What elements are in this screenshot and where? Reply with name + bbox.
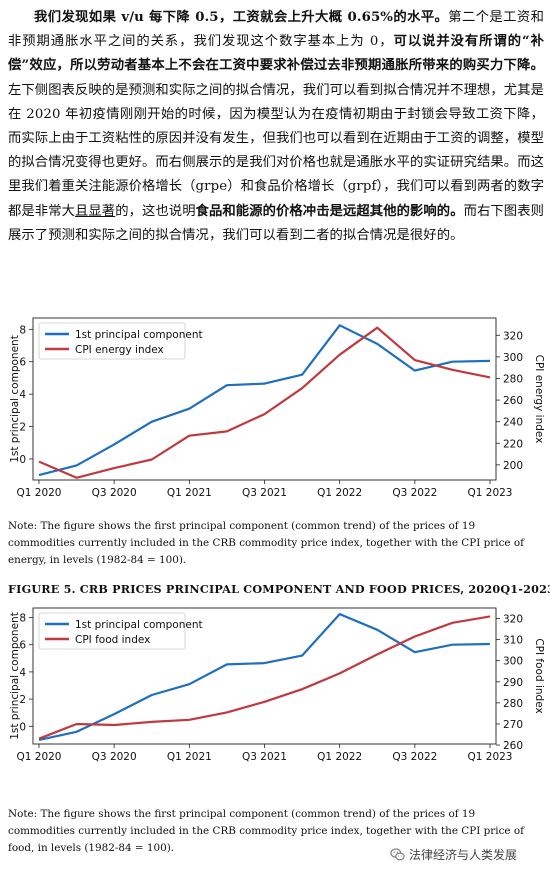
x-tick-label: Q3 2021 (242, 487, 287, 499)
x-tick-label: Q3 2021 (242, 751, 287, 763)
series-line-1 (38, 615, 491, 740)
y2-tick-label: 320 (503, 330, 523, 342)
y2-tick-label: 290 (503, 677, 523, 689)
paragraph-segment: 第二个是工资和非预期通胀水平之间的关系，我们发现这个数字基本上为 0， (8, 10, 544, 50)
paragraph-segment: 而右下图表则展示了预测和实际之间的拟合情况，我们可以看到二者的拟合情况是很好的。 (8, 203, 545, 243)
y2-tick-label: 270 (503, 719, 523, 731)
y2-tick-label: 300 (503, 352, 523, 364)
x-tick-label: Q3 2022 (392, 751, 437, 763)
x-tick-label: Q1 2021 (167, 751, 212, 763)
legend-box (38, 322, 186, 360)
x-tick-label: Q1 2021 (167, 487, 212, 499)
y2-tick-label: 200 (503, 460, 523, 472)
figure-note-food: Note: The figure shows the first princip… (8, 808, 524, 854)
x-tick-label: Q1 2023 (467, 487, 512, 499)
y-tick-label: 8 (19, 324, 26, 336)
legend-box (38, 612, 186, 650)
x-tick-label: Q1 2022 (317, 487, 362, 499)
legend-label: CPI energy index (75, 344, 164, 356)
x-tick-label: Q1 2022 (317, 751, 362, 763)
series-line-1 (38, 326, 491, 479)
y2-tick-label: 260 (503, 395, 523, 407)
y-tick-label: 0 (19, 721, 26, 733)
y-tick-label: 6 (19, 357, 26, 369)
legend-label: CPI food index (75, 634, 150, 646)
x-tick-label: Q1 2020 (16, 487, 61, 499)
y-tick-label: 4 (19, 389, 26, 401)
y-tick-label: 6 (19, 640, 26, 652)
x-tick-label: Q3 2020 (92, 751, 137, 763)
y-axis-label: 1st principal component (9, 612, 21, 740)
y2-tick-label: 240 (503, 417, 523, 429)
body-paragraph: 我们发现如果 v/u 每下降 0.5，工资就会上升大概 0.65%的水平。第二个… (8, 6, 544, 248)
y2-tick-label: 320 (503, 614, 523, 626)
x-tick-label: Q3 2022 (392, 487, 437, 499)
y2-axis-label: CPI food index (533, 638, 545, 713)
chart-energy: 0 2 4 6 8 200 220 240 260 280 300 320 Q1 2020 Q3 2020… (9, 317, 545, 499)
legend-label: 1st principal component (75, 619, 203, 631)
y-tick-label: 2 (19, 694, 26, 706)
y2-tick-label: 260 (503, 740, 523, 752)
paragraph-segment: 且显著 (75, 203, 116, 219)
y-tick-label: 2 (19, 422, 26, 434)
y-tick-label: 8 (19, 613, 26, 625)
watermark: 法律经济与人类发展 (390, 846, 517, 863)
y-axis-label: 1st principal component (9, 335, 21, 463)
y-tick-label: 0 (19, 454, 26, 466)
series-line-0 (38, 613, 491, 741)
y2-tick-label: 280 (503, 698, 523, 710)
figure-note-energy: Note: The figure shows the first princip… (8, 520, 524, 566)
paragraph-segment: 食品和能源的价格冲击是远超其他的影响的。 (195, 203, 464, 219)
x-tick-label: Q1 2020 (16, 751, 61, 763)
y2-tick-label: 310 (503, 635, 523, 647)
x-tick-label: Q1 2023 (467, 751, 512, 763)
paragraph-segment: 我们发现如果 v/u 每下降 0.5，工资就会上升大概 0.65%的水平。 (34, 10, 449, 25)
x-tick-label: Q3 2020 (92, 487, 137, 499)
y2-tick-label: 280 (503, 373, 523, 385)
wechat-icon (390, 848, 405, 861)
y2-tick-label: 220 (503, 438, 523, 450)
series-line-0 (38, 324, 491, 477)
paragraph-segment: 可以说并没有所谓的“补偿”效应，所以劳动者基本上不会在工资中要求补偿过去非预期通… (8, 34, 544, 74)
y-tick-label: 4 (19, 667, 26, 679)
paragraph-segment: 左下侧图表反映的是预测和实际之间的拟合情况，我们可以看到拟合情况并不理想，尤其是… (8, 82, 544, 219)
legend-label: 1st principal component (75, 329, 203, 341)
paragraph-segment: 的，这也说明 (115, 203, 196, 219)
y2-axis-label: CPI energy index (533, 355, 545, 444)
watermark-text: 法律经济与人类发展 (409, 848, 518, 862)
figure-5-title: FIGURE 5. CRB PRICES PRINCIPAL COMPONENT… (8, 582, 550, 596)
chart-food: 0 2 4 6 8 260 270 280 290 300 310 320 Q1 2020 Q3 2020… (9, 607, 545, 763)
y2-tick-label: 300 (503, 656, 523, 668)
